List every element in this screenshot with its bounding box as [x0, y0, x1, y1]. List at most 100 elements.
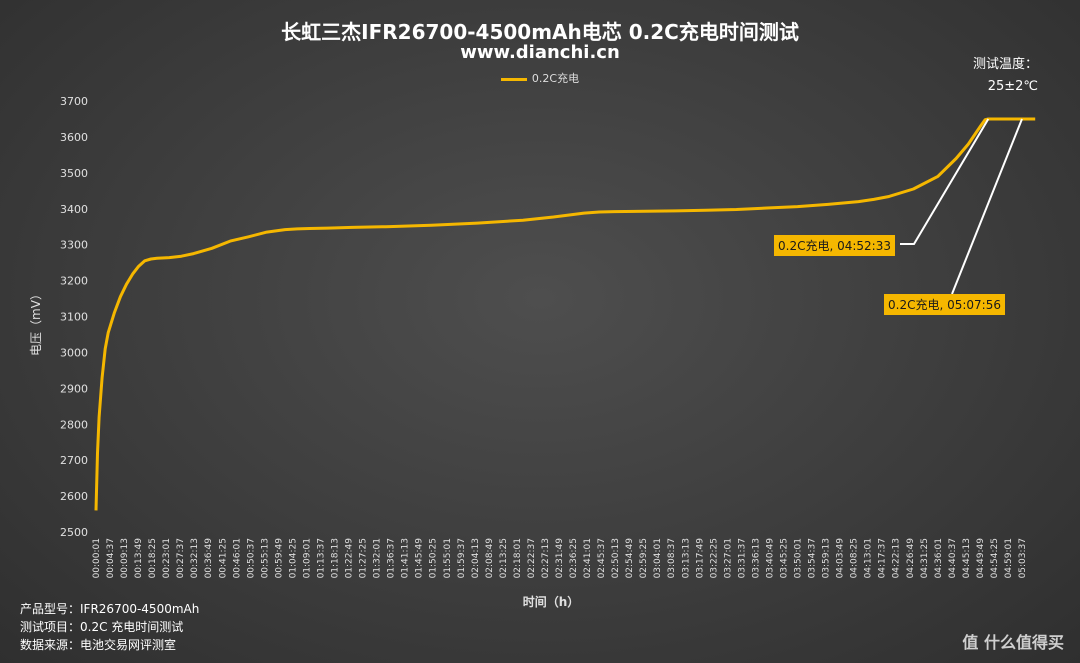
x-tick-label: 02:31:49: [555, 538, 565, 579]
x-tick-label: 01:45:49: [415, 538, 425, 579]
x-tick-label: 02:18:01: [513, 538, 523, 578]
x-tick-label: 02:59:25: [639, 538, 649, 578]
x-tick-label: 04:22:13: [892, 538, 902, 578]
x-axis: 00:00:01 00:04:37 00:09:13 00:13:49 00:18:25…: [92, 538, 1028, 579]
info-block: 产品型号：IFR26700-4500mAh 测试项目：0.2C 充电时间测试 数…: [20, 600, 199, 654]
x-tick-label: 04:40:37: [948, 538, 958, 578]
info-model-label: 产品型号：: [20, 602, 81, 616]
x-axis-label: 时间（h）: [523, 594, 580, 609]
x-tick-label: 04:31:25: [920, 538, 930, 578]
x-tick-label: 02:54:49: [625, 538, 635, 579]
info-model: 产品型号：IFR26700-4500mAh: [20, 600, 199, 618]
y-tick-label: 3500: [60, 167, 88, 180]
y-tick-label: 2500: [60, 526, 88, 539]
info-item-label: 测试项目：: [20, 620, 81, 634]
callout-0452: 0.2C充电, 04:52:33: [774, 235, 895, 256]
x-tick-label: 00:32:13: [190, 538, 200, 578]
x-tick-label: 02:45:37: [597, 538, 607, 578]
x-tick-label: 00:13:49: [134, 538, 144, 579]
x-tick-label: 04:45:13: [962, 538, 972, 578]
x-tick-label: 01:18:13: [331, 538, 341, 578]
y-tick-label: 3600: [60, 131, 88, 144]
x-tick-label: 00:18:25: [148, 538, 158, 578]
x-tick-label: 04:49:49: [976, 538, 986, 579]
y-tick-label: 2700: [60, 454, 88, 467]
info-source-value: 电池交易网评测室: [80, 638, 177, 652]
x-tick-label: 01:27:25: [359, 538, 369, 578]
x-tick-label: 01:55:01: [443, 538, 453, 578]
y-tick-label: 3300: [60, 239, 88, 252]
x-tick-label: 00:36:49: [204, 538, 214, 579]
series-group: [94, 117, 1036, 511]
watermark-logo: 值 什么值得买: [962, 633, 1064, 652]
callout-0507: 0.2C充电, 05:07:56: [884, 294, 1005, 315]
x-tick-label: 00:09:13: [120, 538, 130, 578]
x-tick-label: 00:04:37: [106, 538, 116, 578]
y-tick-label: 2900: [60, 382, 88, 395]
x-tick-label: 03:31:37: [737, 538, 747, 578]
x-tick-label: 03:59:13: [822, 538, 832, 578]
x-tick-label: 03:40:49: [765, 538, 775, 579]
x-tick-label: 01:04:25: [288, 538, 298, 578]
x-tick-label: 04:13:01: [864, 538, 874, 578]
x-tick-label: 01:09:01: [302, 538, 312, 578]
x-tick-label: 00:27:37: [176, 538, 186, 578]
x-tick-label: 00:41:25: [218, 538, 228, 578]
x-tick-label: 03:22:25: [709, 538, 719, 578]
temperature-value: 25±2℃: [987, 79, 1038, 94]
x-tick-label: 01:32:01: [373, 538, 383, 578]
x-tick-label: 01:22:49: [345, 538, 355, 579]
x-tick-label: 04:54:25: [990, 538, 1000, 578]
x-tick-label: 04:26:49: [906, 538, 916, 579]
x-tick-label: 01:41:13: [401, 538, 411, 578]
chart-subtitle: www.dianchi.cn: [460, 42, 620, 63]
y-tick-label: 3700: [60, 95, 88, 108]
x-tick-label: 03:17:49: [695, 538, 705, 579]
y-tick-label: 2800: [60, 418, 88, 431]
x-tick-label: 03:45:25: [779, 538, 789, 578]
x-tick-label: 03:04:01: [653, 538, 663, 578]
x-tick-label: 02:41:01: [583, 538, 593, 578]
legend-swatch: [500, 77, 527, 81]
x-tick-label: 00:00:01: [92, 538, 102, 578]
x-tick-label: 02:04:13: [471, 538, 481, 578]
temperature-label: 测试温度：: [972, 57, 1038, 72]
x-tick-label: 01:13:37: [316, 538, 326, 578]
x-tick-label: 05:03:37: [1018, 538, 1028, 578]
x-tick-label: 02:22:37: [527, 538, 537, 578]
x-tick-label: 04:59:01: [1004, 538, 1014, 578]
y-tick-label: 2600: [60, 490, 88, 503]
y-axis-label: 电压（mV）: [29, 288, 43, 356]
x-tick-label: 01:36:37: [387, 538, 397, 578]
callout-line-0452: [900, 118, 990, 245]
x-tick-label: 00:59:49: [274, 538, 284, 579]
x-tick-label: 03:13:13: [681, 538, 691, 578]
callout-lines: [900, 118, 1023, 295]
x-tick-label: 04:03:49: [836, 538, 846, 579]
x-tick-label: 03:27:01: [723, 538, 733, 578]
y-axis: 2500 2600 2700 2800 2900 3000 3100 3200 3300 3400…: [60, 95, 88, 539]
y-tick-label: 3100: [60, 311, 88, 324]
x-tick-label: 04:08:25: [850, 538, 860, 578]
legend: 0.2C充电: [0, 70, 1080, 86]
info-source-label: 数据来源：: [20, 638, 81, 652]
legend-label: 0.2C充电: [531, 72, 580, 85]
y-tick-label: 3200: [60, 275, 88, 288]
x-tick-label: 01:50:25: [429, 538, 439, 578]
y-tick-label: 3000: [60, 346, 88, 359]
x-tick-label: 03:36:13: [751, 538, 761, 578]
x-tick-label: 00:46:01: [232, 538, 242, 578]
temperature-note: 测试温度： 25±2℃: [973, 54, 1038, 98]
callout-line-0507: [951, 118, 1023, 295]
x-tick-label: 02:36:25: [569, 538, 579, 578]
info-source: 数据来源：电池交易网评测室: [20, 636, 199, 654]
series-line-0.2c: [94, 117, 1036, 511]
x-tick-label: 04:36:01: [934, 538, 944, 578]
x-tick-label: 02:27:13: [541, 538, 551, 578]
info-item-value: 0.2C 充电时间测试: [80, 620, 184, 634]
chart-title: 长虹三杰IFR26700-4500mAh电芯 0.2C充电时间测试: [281, 20, 799, 44]
x-tick-label: 02:50:13: [611, 538, 621, 578]
x-tick-label: 00:23:01: [162, 538, 172, 578]
x-tick-label: 02:13:25: [499, 538, 509, 578]
